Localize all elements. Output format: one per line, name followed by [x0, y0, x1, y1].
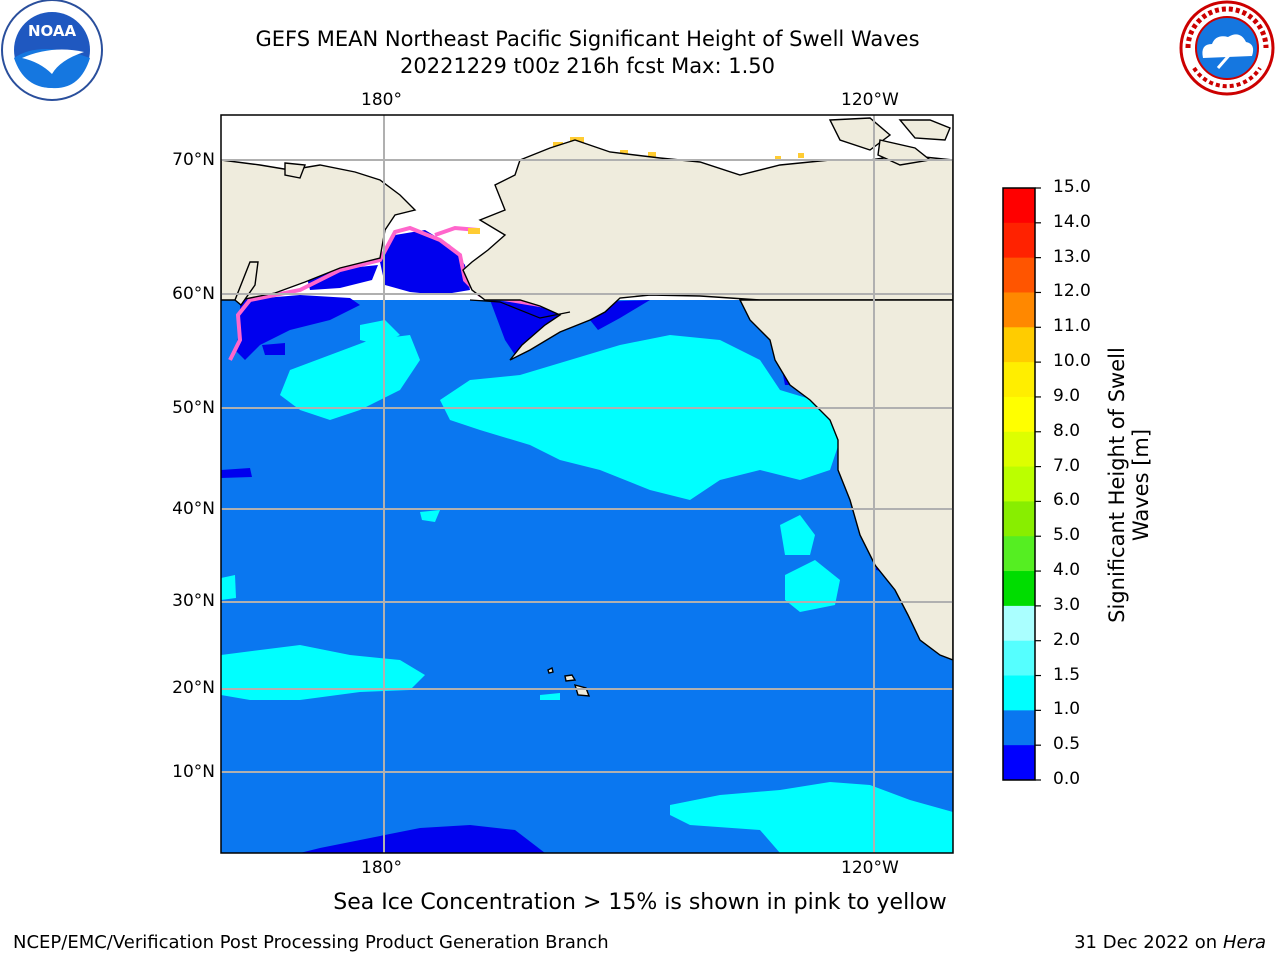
noaa-logo: NOAA	[1, 0, 103, 101]
land-masses	[221, 117, 953, 697]
colorbar-tick-label: 1.5	[1053, 664, 1081, 685]
lon-label-bottom-180: 180°	[361, 858, 402, 878]
colorbar-tick-label: 6.0	[1053, 490, 1081, 511]
chart-subtitle: 20221229 t00z 216h fcst Max: 1.50	[400, 54, 775, 78]
colorbar-tick-label: 11.0	[1053, 316, 1091, 337]
colorbar-cell	[1003, 292, 1035, 328]
map-frame	[220, 114, 954, 854]
colorbar-tick-label: 13.0	[1053, 246, 1091, 267]
colorbar-cell	[1003, 222, 1035, 259]
chart-title: GEFS MEAN Northeast Pacific Significant …	[255, 27, 920, 51]
colorbar-tick-label: 2.0	[1053, 629, 1081, 650]
lat-label-10n: 10°N	[172, 762, 215, 782]
graticule	[221, 115, 953, 853]
lat-label-20n: 20°N	[172, 678, 215, 698]
colorbar-title-text: Significant Height of Swell Waves [m]	[1105, 347, 1153, 623]
colorbar-cell	[1003, 327, 1035, 363]
nws-logo	[1179, 0, 1275, 96]
colorbar-tick-label: 15.0	[1053, 177, 1091, 197]
colorbar-cell	[1003, 257, 1035, 293]
colorbar	[1002, 187, 1041, 781]
colorbar-cell	[1003, 675, 1035, 711]
swell-0-0.5m-areas	[221, 230, 920, 853]
host-name: Hera	[1222, 932, 1266, 953]
noaa-logo-text: NOAA	[28, 22, 77, 40]
colorbar-tick-label: 3.0	[1053, 594, 1081, 615]
colorbar-cell	[1003, 605, 1035, 642]
date-text: 31 Dec 2022 on	[1074, 932, 1218, 953]
colorbar-tick-label: 4.0	[1053, 560, 1081, 581]
colorbar-cell	[1003, 710, 1035, 746]
colorbar-ticks	[1035, 187, 1041, 781]
credit-text: NCEP/EMC/Verification Post Processing Pr…	[13, 932, 609, 953]
colorbar-cells	[1003, 188, 1035, 781]
colorbar-tick-label: 10.0	[1053, 351, 1091, 372]
colorbar-tick-label: 1.0	[1053, 699, 1081, 720]
colorbar-cell	[1003, 362, 1035, 398]
lon-label-top-120w: 120°W	[841, 90, 899, 110]
colorbar-tick-label: 0.0	[1053, 769, 1081, 789]
sea-ice-note: Sea Ice Concentration > 15% is shown in …	[333, 890, 947, 915]
lon-label-bottom-120w: 120°W	[841, 858, 899, 878]
lat-label-50n: 50°N	[172, 398, 215, 418]
date-line: 31 Dec 2022 on Hera	[1074, 932, 1266, 953]
lon-label-top-180: 180°	[361, 90, 402, 110]
colorbar-tick-label: 5.0	[1053, 525, 1081, 546]
colorbar-cell	[1003, 466, 1035, 502]
lat-label-40n: 40°N	[172, 499, 215, 519]
colorbar-cell	[1003, 745, 1035, 781]
lat-label-70n: 70°N	[172, 150, 215, 170]
lat-label-30n: 30°N	[172, 591, 215, 611]
colorbar-cell	[1003, 536, 1035, 572]
colorbar-tick-label: 7.0	[1053, 455, 1081, 476]
colorbar-cell	[1003, 431, 1035, 468]
colorbar-cell	[1003, 188, 1035, 224]
colorbar-tick-label: 8.0	[1053, 420, 1081, 441]
colorbar-tick-label: 9.0	[1053, 385, 1081, 406]
colorbar-cell	[1003, 396, 1035, 433]
colorbar-cell	[1003, 640, 1035, 677]
colorbar-tick-label: 0.5	[1053, 734, 1081, 755]
colorbar-cell	[1003, 571, 1035, 607]
colorbar-tick-label: 12.0	[1053, 281, 1091, 302]
lat-label-60n: 60°N	[172, 284, 215, 304]
colorbar-tick-label: 14.0	[1053, 211, 1091, 232]
colorbar-cell	[1003, 501, 1035, 537]
